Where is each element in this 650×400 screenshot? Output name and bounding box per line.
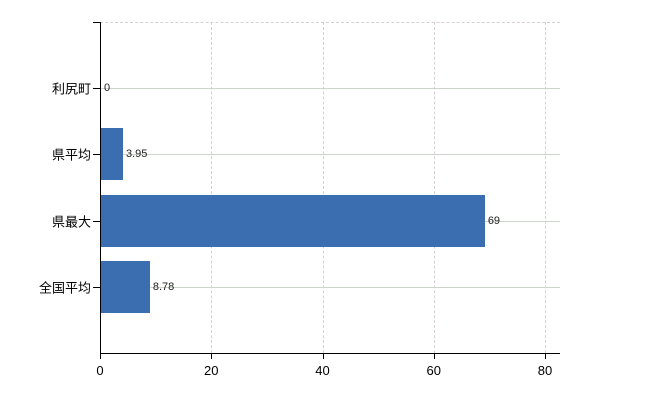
value-label: 0 [104, 82, 111, 95]
bar-全国平均 [101, 260, 150, 313]
value-label: 69 [487, 214, 501, 227]
y-tick [93, 220, 100, 222]
value-label: 8.78 [152, 280, 175, 293]
category-label: 全国平均 [38, 280, 91, 296]
category-label: 利尻町 [51, 81, 91, 97]
category-label: 県平均 [51, 147, 91, 163]
x-gridline [211, 22, 213, 353]
x-tick [322, 353, 324, 359]
plot-top-gridline [100, 22, 560, 23]
x-tick-label: 40 [315, 363, 330, 378]
y-tick [93, 286, 100, 288]
y-tick [93, 88, 100, 90]
y-axis-line [100, 22, 101, 353]
x-tick [433, 353, 435, 359]
x-tick-label: 20 [204, 363, 219, 378]
x-axis-line [100, 353, 560, 354]
x-tick [211, 353, 213, 359]
x-tick [100, 353, 101, 359]
category-gridline [100, 154, 560, 156]
y-tick [93, 154, 100, 156]
x-tick-label: 80 [537, 363, 553, 378]
value-label: 3.95 [125, 148, 148, 161]
x-tick [545, 353, 546, 359]
bar-県平均 [101, 128, 123, 181]
y-axis-top-tick [93, 22, 100, 23]
bar-県最大 [101, 194, 485, 247]
x-gridline [545, 22, 546, 353]
x-tick-label: 60 [426, 363, 441, 378]
x-gridline [322, 22, 324, 353]
category-gridline [100, 286, 560, 288]
category-label: 県最大 [51, 214, 91, 230]
category-gridline [100, 88, 560, 90]
x-gridline [433, 22, 435, 353]
x-tick-label: 0 [96, 363, 104, 378]
